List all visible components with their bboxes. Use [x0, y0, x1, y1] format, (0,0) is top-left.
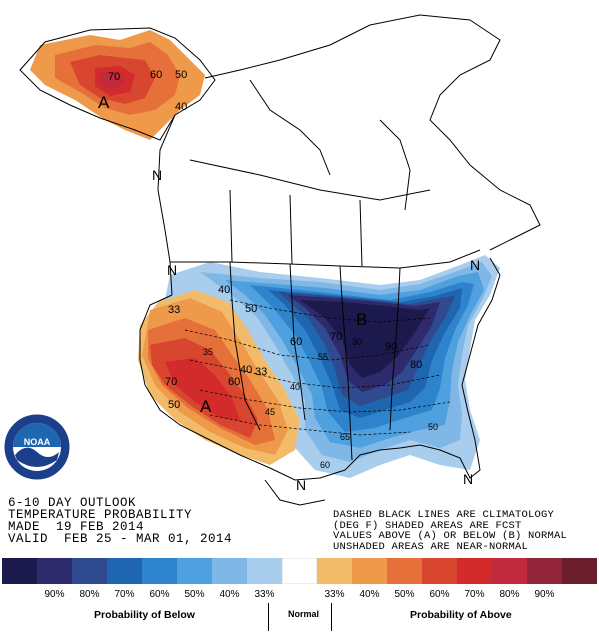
- contour-label: 80: [410, 359, 422, 371]
- map-notes: DASHED BLACK LINES ARE CLIMATOLOGY (DEG …: [333, 510, 567, 552]
- climatology-label: 30: [352, 337, 362, 347]
- contour-label: 70: [165, 376, 177, 388]
- contour-label: 40: [175, 101, 187, 113]
- alaska-above-region: [30, 30, 205, 140]
- geographic-borders: [19, 14, 541, 506]
- climatology-lines: [184, 299, 451, 436]
- note-line: VALUES ABOVE (A) OR BELOW (B) NORMAL: [333, 530, 568, 542]
- climatology-label: 55: [318, 352, 328, 362]
- normal-marker: N: [167, 262, 177, 278]
- climatology-label: 40: [290, 382, 300, 392]
- contour-label: 90: [385, 341, 397, 353]
- note-line: UNSHADED AREAS ARE NEAR-NORMAL: [333, 540, 529, 553]
- legend-tick-spacer: [282, 589, 317, 601]
- legend-tick-label: 90%: [44, 589, 65, 600]
- contour-label: 40: [218, 284, 230, 296]
- legend-tick-label: 70%: [464, 589, 485, 600]
- contour-label: 50: [168, 399, 180, 411]
- alaska-above-marker: A: [98, 93, 110, 112]
- below-contour-labels: 90 80 70 60 50 40 33: [218, 284, 422, 378]
- legend-swatch: [177, 558, 212, 584]
- contour-label: 70: [108, 71, 120, 83]
- probability-legend-bar: [2, 558, 597, 584]
- outlook-map: A A B N N N N N 70 60 50 40 70 60 50 40 …: [19, 14, 541, 506]
- contour-label: 50: [175, 69, 187, 81]
- normal-marker: N: [296, 477, 306, 493]
- caption-normal: Normal: [288, 609, 320, 619]
- legend-swatch: [2, 558, 37, 584]
- legend-swatch: [562, 558, 597, 584]
- contour-label: 40: [240, 364, 252, 376]
- noaa-logo-text: NOAA: [24, 437, 51, 447]
- legend-tick-label: 40%: [359, 589, 380, 600]
- note-line: DASHED BLACK LINES ARE CLIMATOLOGY: [333, 509, 555, 521]
- contour-label: 33: [168, 304, 180, 316]
- climatology-labels: 35 30 40 45 50 55 60 65: [203, 337, 438, 470]
- legend-swatch: [37, 558, 72, 584]
- legend-tick-label: 70%: [114, 589, 135, 600]
- outlook-subtitle: TEMPERATURE PROBABILITY: [8, 508, 193, 522]
- made-date: MADE 19 FEB 2014: [8, 520, 145, 534]
- legend-tick-label: 80%: [499, 589, 520, 600]
- legend-swatch: [107, 558, 142, 584]
- legend-tick-spacer: [562, 589, 597, 601]
- legend-tick-spacer: [2, 589, 37, 601]
- noaa-logo: NOAA: [2, 412, 72, 482]
- west-contour-labels: 70 60 50 40 33: [165, 304, 252, 411]
- legend-tick-label: 50%: [394, 589, 415, 600]
- legend-swatch: [422, 558, 457, 584]
- climatology-label: 65: [340, 432, 350, 442]
- legend-tick-label: 60%: [149, 589, 170, 600]
- alaska-contour-labels: 70 60 50 40: [108, 69, 187, 113]
- legend-swatch: [527, 558, 562, 584]
- legend-swatch: [247, 558, 282, 584]
- outlook-title-block: 6-10 DAY OUTLOOK TEMPERATURE PROBABILITY…: [8, 496, 233, 546]
- legend-tick-label: 90%: [534, 589, 555, 600]
- legend-tick-label: 33%: [324, 589, 345, 600]
- climatology-label: 50: [428, 422, 438, 432]
- legend-swatch: [352, 558, 387, 584]
- climatology-label: 60: [320, 460, 330, 470]
- contour-label: 33: [255, 366, 267, 378]
- legend-swatch: [492, 558, 527, 584]
- west-above-marker: A: [200, 397, 212, 416]
- outlook-title: 6-10 DAY OUTLOOK: [8, 496, 137, 510]
- legend-tick-label: 50%: [184, 589, 205, 600]
- contour-label: 60: [150, 69, 162, 81]
- legend-tick-label: 60%: [429, 589, 450, 600]
- probability-legend-ticks: 90% 80% 70% 60% 50% 40% 33% 33% 40% 50% 60% 70% 80% 9…: [2, 589, 597, 601]
- contour-label: 60: [228, 376, 240, 388]
- normal-marker: N: [463, 471, 473, 487]
- west-above-region: [138, 288, 300, 465]
- normal-marker: N: [152, 167, 162, 183]
- legend-captions: Probability of Below Normal Probability …: [0, 609, 599, 629]
- central-below-marker: B: [356, 310, 367, 329]
- legend-tick-label: 80%: [79, 589, 100, 600]
- central-below-region: [165, 255, 500, 478]
- legend-swatch: [387, 558, 422, 584]
- climatology-label: 45: [265, 407, 275, 417]
- valid-dates: VALID FEB 25 - MAR 01, 2014: [8, 532, 233, 546]
- note-line: (DEG F) SHADED AREAS ARE FCST: [333, 519, 522, 532]
- normal-marker: N: [470, 257, 480, 273]
- normal-divider-left: [268, 603, 269, 631]
- legend-swatch: [142, 558, 177, 584]
- legend-swatch: [212, 558, 247, 584]
- contour-label: 50: [245, 303, 257, 315]
- legend-swatch: [72, 558, 107, 584]
- contour-label: 60: [290, 336, 302, 348]
- caption-below: Probability of Below: [94, 609, 195, 621]
- contour-label: 70: [330, 331, 342, 343]
- caption-above: Probability of Above: [410, 609, 512, 621]
- climatology-label: 35: [203, 347, 213, 357]
- normal-divider-right: [331, 603, 332, 631]
- legend-tick-label: 33%: [254, 589, 275, 600]
- legend-swatch: [317, 558, 352, 584]
- legend-swatch: [457, 558, 492, 584]
- legend-tick-label: 40%: [219, 589, 240, 600]
- legend-swatch: [282, 558, 317, 584]
